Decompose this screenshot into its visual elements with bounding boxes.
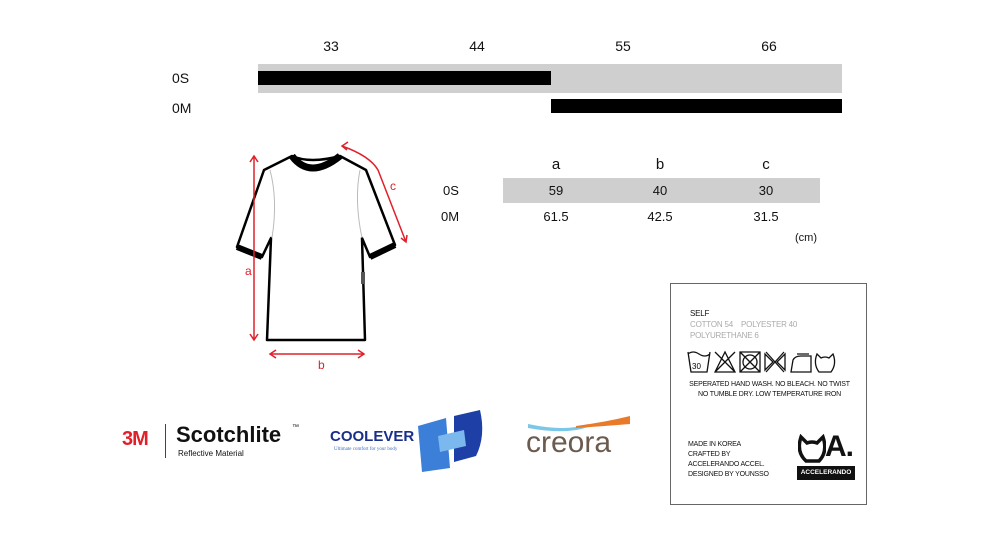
care-symbols: 30 bbox=[687, 350, 836, 373]
header-b: b bbox=[655, 156, 665, 173]
cell: 59 bbox=[548, 183, 564, 198]
creora-wave-icon bbox=[528, 416, 630, 432]
brand-cat-icon bbox=[814, 352, 836, 373]
label-a: a bbox=[245, 264, 252, 278]
row-label: 0M bbox=[441, 209, 460, 224]
low-iron-icon bbox=[790, 353, 812, 373]
size-bar-0m bbox=[551, 99, 842, 113]
size-row-label: 0S bbox=[172, 70, 190, 86]
cell: 40 bbox=[652, 183, 668, 198]
care-title: SELF bbox=[690, 309, 710, 318]
cell: 31.5 bbox=[753, 209, 779, 224]
table-row-highlight bbox=[503, 178, 820, 203]
size-col-33: 33 bbox=[323, 38, 339, 54]
cell: 42.5 bbox=[647, 209, 673, 224]
size-col-66: 66 bbox=[761, 38, 777, 54]
size-bar-0s bbox=[258, 71, 551, 85]
header-c: c bbox=[762, 156, 770, 173]
made-in: MADE IN KOREA bbox=[688, 441, 742, 448]
composition: POLYURETHANE 6 bbox=[690, 331, 759, 340]
label-b: b bbox=[318, 358, 325, 372]
row-label: 0S bbox=[443, 183, 459, 198]
unit-label: (cm) bbox=[795, 232, 817, 244]
brand-mark: A. bbox=[825, 430, 854, 463]
hand-wash-icon bbox=[687, 351, 711, 373]
size-col-44: 44 bbox=[469, 38, 485, 54]
care-instructions: SEPERATED HAND WASH. NO BLEACH. NO TWIST bbox=[689, 381, 850, 388]
crafted-by: CRAFTED BY bbox=[688, 451, 731, 458]
label-c: c bbox=[390, 179, 396, 193]
no-twist-icon bbox=[764, 351, 786, 373]
coolever-emblem-icon bbox=[418, 410, 483, 472]
cell: 61.5 bbox=[543, 209, 569, 224]
brand-name: ACCELERANDO bbox=[797, 466, 855, 480]
no-bleach-icon bbox=[713, 350, 737, 373]
designed-by: DESIGNED BY YOUNSSO bbox=[688, 471, 769, 478]
care-label: SELF COTTON 54 POLYESTER 40 POLYURETHANE… bbox=[670, 283, 867, 505]
cell: 30 bbox=[758, 183, 774, 198]
accelerando-cat-icon bbox=[798, 434, 826, 463]
crafted-by-name: ACCELERANDO ACCEL. bbox=[688, 461, 765, 468]
care-instructions: NO TUMBLE DRY. LOW TEMPERATURE IRON bbox=[698, 391, 841, 398]
size-col-55: 55 bbox=[615, 38, 631, 54]
composition: COTTON 54 POLYESTER 40 bbox=[690, 320, 798, 329]
tshirt-diagram: a b c bbox=[235, 141, 408, 372]
svg-text:30: 30 bbox=[692, 362, 701, 371]
header-a: a bbox=[551, 156, 561, 173]
no-tumble-dry-icon bbox=[739, 351, 761, 373]
size-row-label: 0M bbox=[172, 100, 192, 116]
